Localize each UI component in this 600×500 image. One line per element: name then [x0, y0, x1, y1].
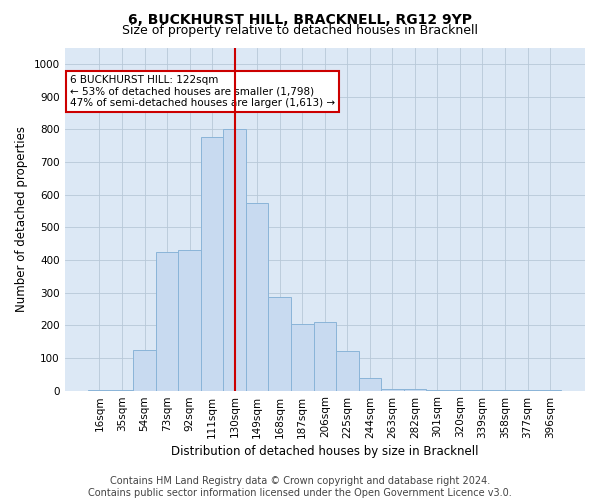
Bar [201, 138, 223, 390]
Bar [336, 352, 359, 391]
Bar [133, 350, 156, 391]
Bar [156, 252, 178, 390]
Bar [178, 250, 201, 390]
Bar [246, 202, 268, 390]
Bar [291, 324, 314, 390]
Y-axis label: Number of detached properties: Number of detached properties [15, 126, 28, 312]
Text: 6, BUCKHURST HILL, BRACKNELL, RG12 9YP: 6, BUCKHURST HILL, BRACKNELL, RG12 9YP [128, 12, 472, 26]
Bar [223, 129, 246, 390]
Bar [314, 322, 336, 390]
Bar [359, 378, 381, 390]
Bar [268, 298, 291, 390]
Bar [404, 389, 426, 390]
X-axis label: Distribution of detached houses by size in Bracknell: Distribution of detached houses by size … [171, 444, 479, 458]
Text: Contains HM Land Registry data © Crown copyright and database right 2024.
Contai: Contains HM Land Registry data © Crown c… [88, 476, 512, 498]
Text: 6 BUCKHURST HILL: 122sqm
← 53% of detached houses are smaller (1,798)
47% of sem: 6 BUCKHURST HILL: 122sqm ← 53% of detach… [70, 75, 335, 108]
Text: Size of property relative to detached houses in Bracknell: Size of property relative to detached ho… [122, 24, 478, 37]
Bar [381, 389, 404, 390]
